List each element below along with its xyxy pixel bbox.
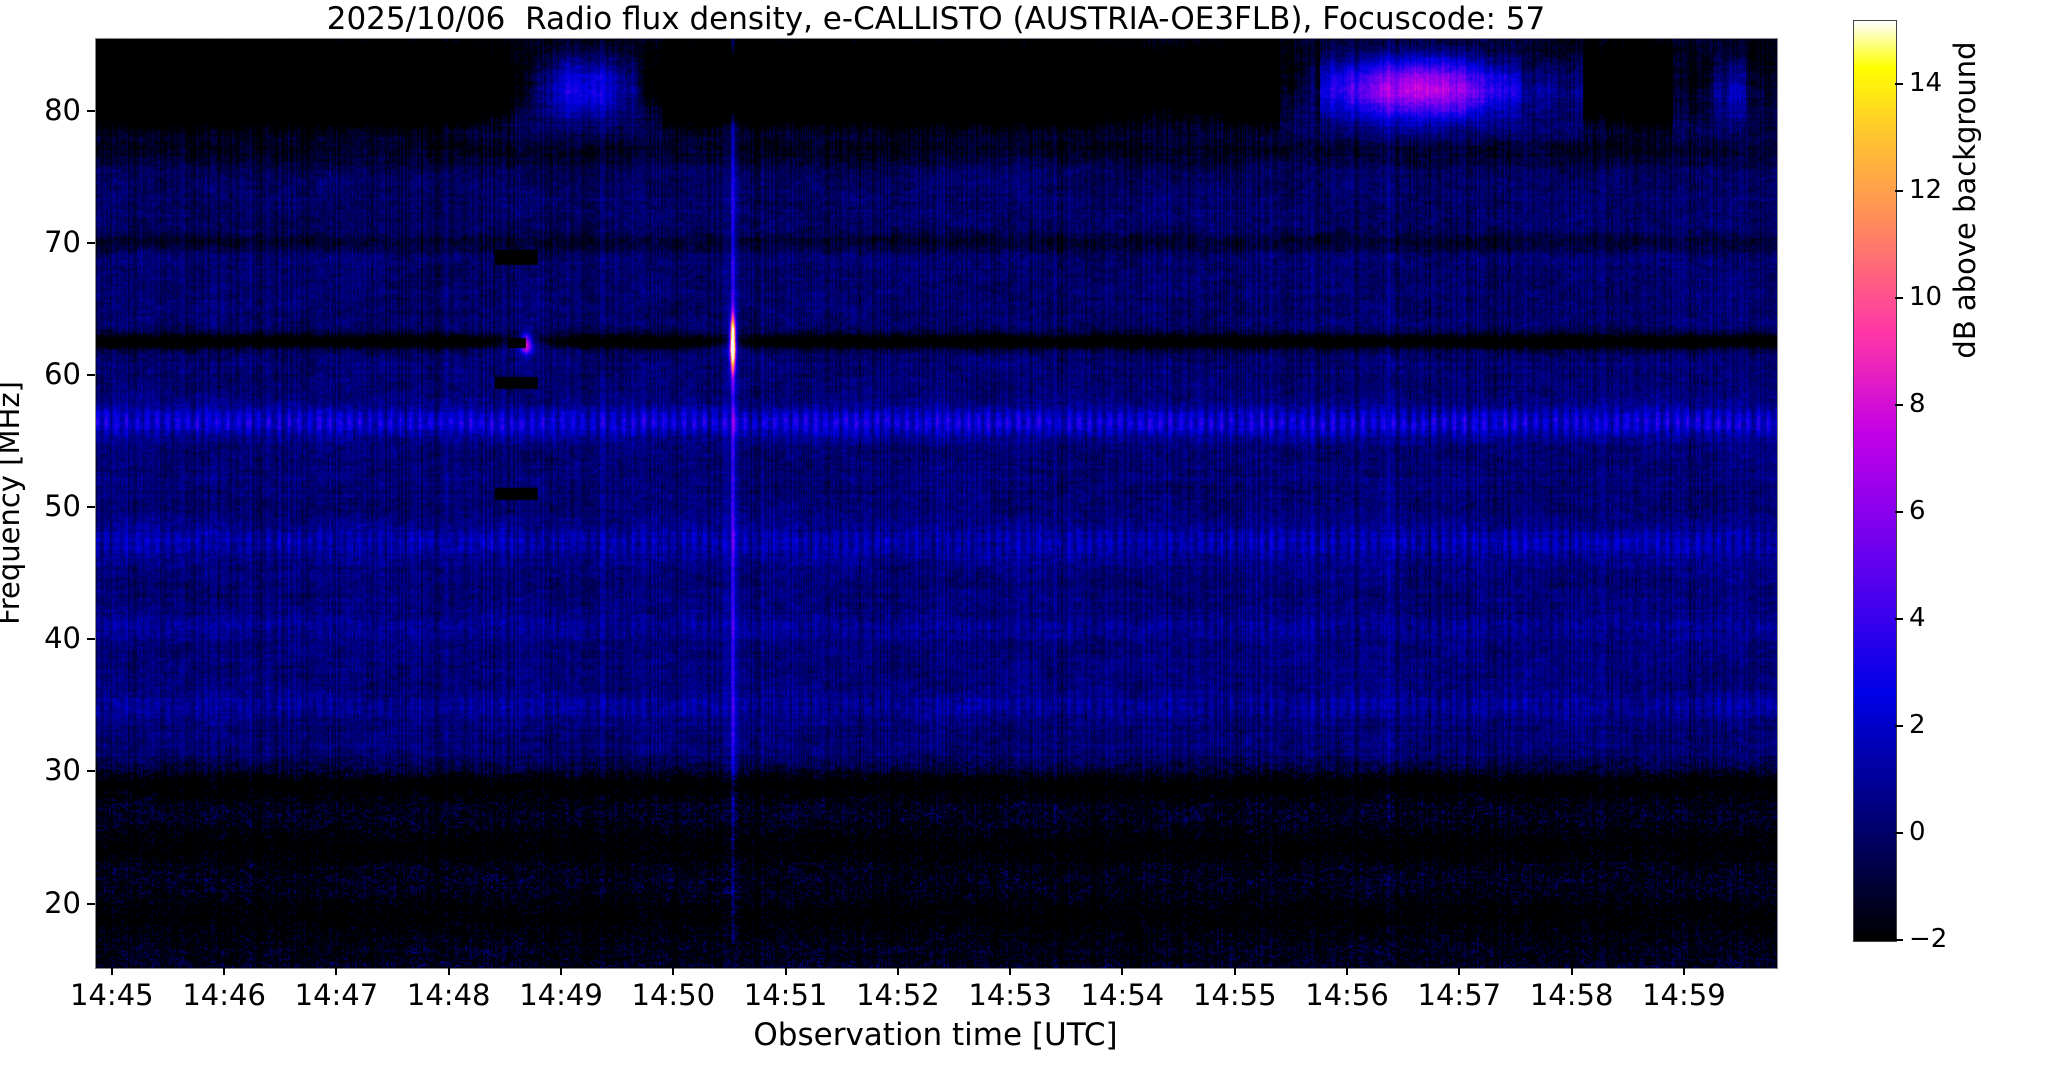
y-tick-mark bbox=[87, 241, 95, 244]
x-tick-mark bbox=[672, 967, 675, 975]
colorbar-tick-mark bbox=[1895, 832, 1903, 835]
colorbar-tick-label: 0 bbox=[1909, 817, 1926, 848]
x-tick-label: 14:59 bbox=[1642, 978, 1726, 1012]
colorbar-tick-label: 4 bbox=[1909, 603, 1926, 634]
colorbar-tick-mark bbox=[1895, 297, 1903, 300]
colorbar[interactable] bbox=[1853, 20, 1897, 942]
colorbar-tick-label: 6 bbox=[1909, 496, 1926, 527]
colorbar-tick-mark bbox=[1895, 83, 1903, 86]
colorbar-tick-label: 12 bbox=[1909, 175, 1943, 206]
y-tick-label: 20 bbox=[44, 885, 81, 920]
x-tick-label: 14:53 bbox=[968, 978, 1052, 1012]
y-tick-mark bbox=[87, 638, 95, 641]
x-tick-label: 14:54 bbox=[1080, 978, 1165, 1012]
x-tick-label: 14:45 bbox=[70, 978, 154, 1012]
x-tick-label: 14:49 bbox=[519, 978, 603, 1012]
x-tick-mark bbox=[560, 967, 562, 975]
y-tick-label: 30 bbox=[44, 753, 81, 788]
y-tick-label: 60 bbox=[44, 356, 81, 391]
x-tick-mark bbox=[784, 967, 787, 975]
colorbar-tick-label: 8 bbox=[1909, 389, 1926, 420]
colorbar-tick-mark bbox=[1895, 618, 1903, 621]
x-tick-mark bbox=[447, 967, 450, 975]
colorbar-tick-mark bbox=[1895, 404, 1903, 407]
y-tick-label: 80 bbox=[44, 92, 81, 127]
colorbar-label: dB above background bbox=[1948, 41, 1982, 359]
x-tick-label: 14:48 bbox=[406, 978, 491, 1012]
x-tick-label: 14:58 bbox=[1529, 978, 1614, 1012]
colorbar-tick-mark bbox=[1895, 190, 1903, 193]
x-tick-label: 14:50 bbox=[631, 978, 716, 1012]
x-tick-mark bbox=[1009, 967, 1012, 975]
colorbar-tick-mark bbox=[1895, 511, 1903, 514]
x-tick-label: 14:47 bbox=[294, 978, 379, 1012]
colorbar-tick-mark bbox=[1895, 725, 1903, 728]
page-title: 2025/10/06 Radio flux density, e-CALLIST… bbox=[326, 1, 1546, 37]
colorbar-gradient bbox=[1854, 21, 1896, 941]
y-tick-label: 40 bbox=[44, 621, 81, 656]
x-tick-mark bbox=[1346, 967, 1349, 975]
x-tick-label: 14:56 bbox=[1305, 978, 1389, 1012]
y-tick-mark bbox=[87, 373, 95, 376]
spectrogram-axes[interactable] bbox=[95, 38, 1778, 969]
x-tick-mark bbox=[1682, 967, 1685, 975]
x-tick-mark bbox=[223, 967, 226, 975]
y-tick-label: 50 bbox=[44, 489, 81, 524]
x-tick-label: 14:52 bbox=[856, 978, 940, 1012]
x-tick-label: 14:51 bbox=[743, 978, 828, 1012]
colorbar-tick-mark bbox=[1895, 939, 1903, 941]
y-tick-mark bbox=[87, 902, 95, 905]
x-tick-label: 14:57 bbox=[1417, 978, 1502, 1012]
y-tick-label: 70 bbox=[44, 224, 81, 259]
x-tick-mark bbox=[896, 967, 899, 975]
colorbar-tick-label: −2 bbox=[1909, 924, 1948, 954]
x-axis-label: Observation time [UTC] bbox=[753, 1017, 1118, 1053]
x-tick-mark bbox=[1458, 967, 1461, 975]
x-tick-mark bbox=[1233, 967, 1236, 975]
x-tick-label: 14:46 bbox=[182, 978, 266, 1012]
y-axis-label: Frequency [MHz] bbox=[0, 381, 26, 625]
y-tick-mark bbox=[87, 109, 95, 112]
colorbar-tick-label: 10 bbox=[1909, 282, 1943, 313]
colorbar-tick-label: 14 bbox=[1909, 68, 1943, 99]
x-tick-mark bbox=[1121, 967, 1124, 975]
x-tick-mark bbox=[1570, 967, 1573, 975]
x-tick-mark bbox=[335, 967, 338, 975]
spectrogram-image[interactable] bbox=[96, 39, 1777, 968]
y-tick-mark bbox=[87, 506, 95, 509]
x-tick-mark bbox=[110, 967, 113, 975]
y-tick-mark bbox=[87, 770, 95, 773]
colorbar-tick-label: 2 bbox=[1909, 710, 1926, 741]
x-tick-label: 14:55 bbox=[1192, 978, 1277, 1012]
